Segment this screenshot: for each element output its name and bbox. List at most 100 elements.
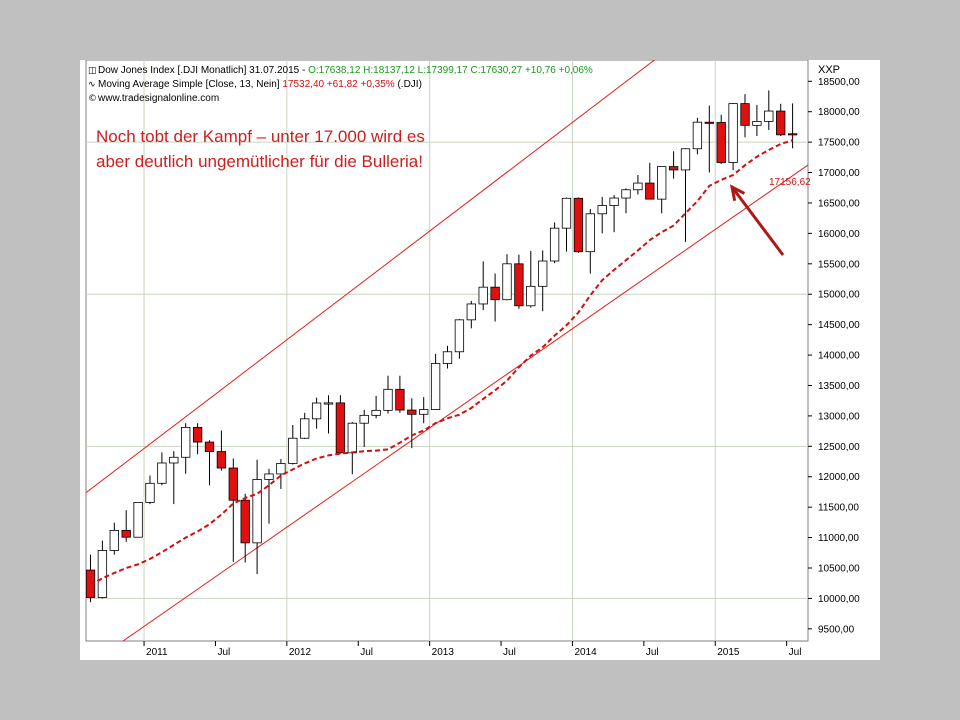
candle-up: [181, 426, 191, 458]
copyright-icon: ©: [88, 94, 97, 104]
candle-up: [145, 482, 155, 503]
candle-up: [502, 263, 512, 301]
x-tick-label: Jul: [646, 647, 659, 658]
header-line-1: ◫Dow Jones Index [.DJI Monatlich] 31.07.…: [88, 65, 593, 77]
y-tick-label: 14500,00: [818, 320, 860, 331]
header-line-2: ∿ Moving Average Simple [Close, 13, Nein]…: [88, 79, 422, 91]
channel-line-lower: [122, 164, 808, 641]
y-tick-label: 10000,00: [818, 594, 860, 605]
candle-down: [121, 529, 131, 538]
header-line-3: ©www.tradesignalonline.com: [88, 93, 219, 105]
y-tick-label: 15500,00: [818, 259, 860, 270]
candle-up: [538, 260, 548, 287]
x-tick-label: Jul: [503, 647, 516, 658]
candle-up: [300, 418, 310, 439]
candle-down: [240, 499, 250, 544]
candle-up: [454, 319, 465, 353]
candle-up: [97, 550, 108, 598]
y-tick-label: 16000,00: [818, 229, 860, 240]
line-legend-icon: ∿: [88, 80, 96, 90]
annotation-line-1: Noch tobt der Kampf – unter 17.000 wird …: [96, 127, 425, 146]
candle-up: [597, 205, 607, 215]
candlestick-chart: 9500,00 10000,00 10500,00 11000,00 11500,00 1…: [85, 60, 860, 658]
candle-down: [704, 121, 714, 124]
candle-up: [442, 351, 453, 364]
symbol-label: XXP: [818, 64, 841, 76]
candle-up: [383, 388, 393, 411]
candle-down: [228, 467, 238, 501]
y-tick-label: 11000,00: [818, 533, 859, 544]
candle-down: [407, 409, 417, 415]
candle-up: [478, 286, 488, 305]
header-line-2-suffix: (.DJI): [394, 79, 422, 90]
y-tick-label: 18000,00: [818, 107, 860, 118]
x-tick-label: Jul: [217, 647, 230, 658]
candle-up: [347, 422, 357, 454]
candle-down: [645, 182, 655, 200]
candle-up: [252, 479, 262, 544]
header-website: www.tradesignalonline.com: [98, 93, 220, 104]
plot-content: [86, 60, 808, 641]
candle-up: [264, 473, 274, 480]
candle-up: [157, 462, 167, 484]
candle-down: [776, 110, 786, 136]
y-tick-label: 13000,00: [818, 411, 860, 422]
candle-up: [633, 182, 643, 191]
header-line-2-prefix: Moving Average Simple [Close, 13, Nein]: [98, 79, 283, 90]
candle-down: [216, 451, 227, 469]
header-line-1-prefix: Dow Jones Index [.DJI Monatlich] 31.07.2…: [98, 65, 309, 76]
x-tick-label: 2012: [289, 647, 312, 658]
y-tick-label: 17000,00: [818, 168, 860, 179]
candle-down: [573, 197, 584, 253]
candle-up: [526, 285, 536, 307]
candle-up: [585, 213, 595, 253]
moving-average-line: [90, 139, 793, 586]
candle-down: [204, 441, 215, 452]
candle-up: [419, 409, 429, 415]
candle-up: [764, 110, 774, 122]
y-tick-label: 12000,00: [818, 472, 860, 483]
y-tick-label: 13500,00: [818, 381, 860, 392]
y-tick-label: 15000,00: [818, 290, 860, 301]
x-tick-label: 2014: [574, 647, 597, 658]
candle-up: [288, 437, 298, 464]
chart-frame: 9500,00 10000,00 10500,00 11000,00 11500,00 1…: [80, 60, 880, 660]
y-tick-label: 14000,00: [818, 351, 860, 362]
candle-down: [490, 286, 500, 301]
candle-up: [657, 166, 667, 200]
candle-down: [740, 103, 750, 126]
candle-down: [514, 263, 524, 307]
candle-up: [680, 148, 691, 171]
x-tick-label: Jul: [789, 647, 802, 658]
candle-up: [752, 120, 762, 126]
y-tick-label: 12500,00: [818, 442, 860, 453]
y-tick-label: 11500,00: [818, 503, 859, 514]
candle-up: [371, 409, 381, 416]
candle-up: [692, 121, 703, 150]
last-value-label: 17156,62: [769, 177, 811, 188]
candle-up: [109, 529, 119, 551]
annotation-arrow-head: [729, 184, 746, 202]
candle-up: [728, 103, 738, 163]
candle-up: [466, 303, 476, 321]
annotation-text: Noch tobt der Kampf – unter 17.000 wird …: [96, 124, 425, 174]
x-tick-label: 2015: [717, 647, 740, 658]
y-tick-label: 9500,00: [818, 624, 855, 635]
channel-line-upper: [86, 60, 656, 494]
y-tick-label: 17500,00: [818, 138, 860, 149]
candle-down: [668, 166, 679, 171]
y-tick-label: 18500,00: [818, 77, 860, 88]
candle-up: [549, 227, 560, 262]
candle-up: [359, 414, 369, 424]
candle-down: [335, 402, 346, 454]
annotation-arrow-shaft: [730, 186, 785, 256]
candle-up: [169, 456, 179, 464]
header-ma-values: 17532,40 +61,82 +0,35%: [282, 79, 395, 90]
candle-up: [621, 189, 631, 199]
annotation-line-2: aber deutlich ungemütlicher für die Bull…: [96, 152, 423, 171]
candle-up: [609, 197, 619, 206]
candle-down: [86, 569, 96, 598]
header-ohlc-values: O:17638,12 H:18137,12 L:17399,17 C:17630…: [308, 65, 593, 76]
candle-down: [716, 122, 726, 163]
x-tick-label: Jul: [360, 647, 373, 658]
